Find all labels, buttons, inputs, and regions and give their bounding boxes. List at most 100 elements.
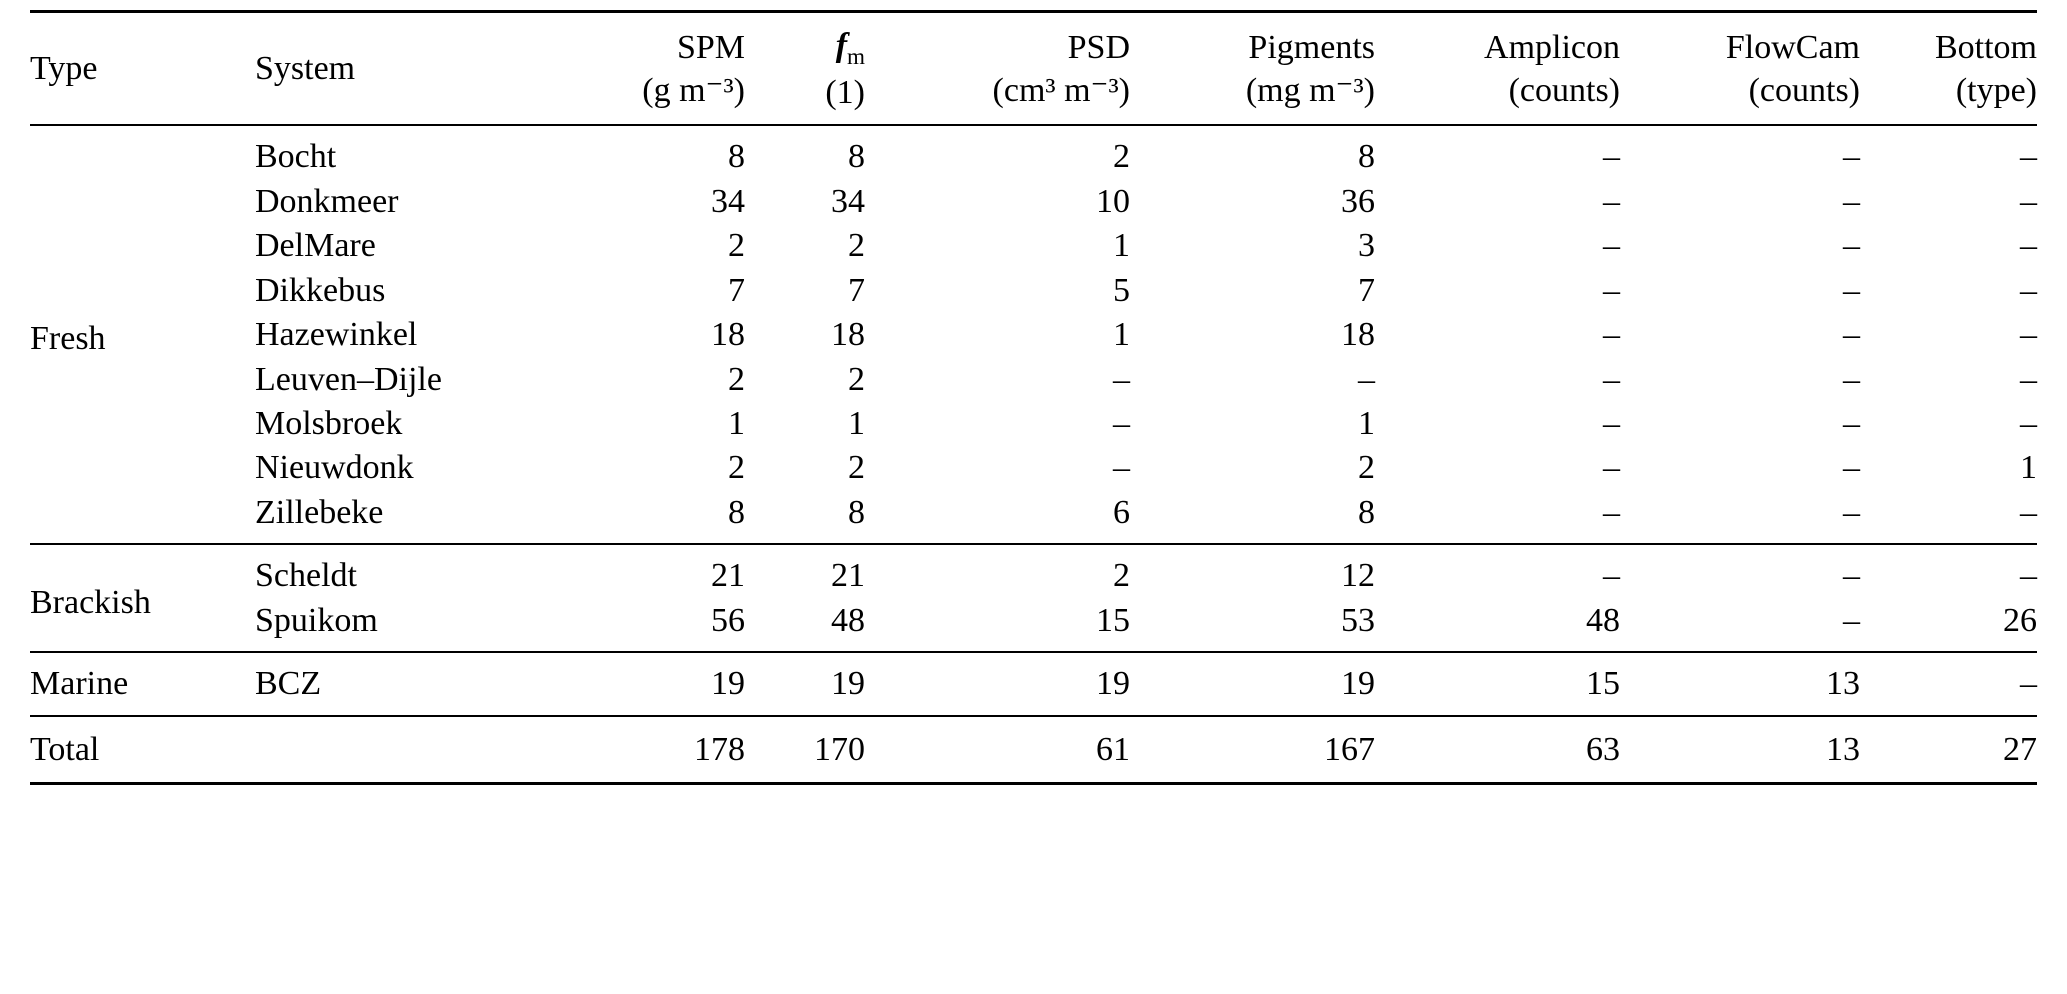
cell-spm: 34: [711, 182, 745, 220]
cell-amplicon: –: [1375, 543, 1620, 599]
column-unit-bottom: (type): [1955, 71, 2037, 109]
table-row: Hazewinkel 18 18 1 18 – – –: [30, 313, 2037, 357]
cell-flowcam: –: [1843, 182, 1860, 220]
cell-bottom: –: [2020, 271, 2037, 309]
cell-fm: 7: [848, 271, 865, 309]
column-title-flowcam: FlowCam: [1725, 29, 1860, 67]
cell-pigments: 1: [1358, 405, 1375, 443]
cell-pigments: 8: [1358, 138, 1375, 176]
header-row: Type System SPM (g m⁻³) fm (1) PSD (cm³ m⁻³) Pig…: [30, 12, 2037, 126]
cell-amplicon: –: [1603, 316, 1620, 354]
cell-spm: 18: [711, 316, 745, 354]
cell-pigments: 7: [1358, 271, 1375, 309]
cell-spm: 56: [711, 601, 745, 639]
cell-flowcam: –: [1843, 316, 1860, 354]
cell-pigments: 8: [1358, 493, 1375, 531]
total-cell-bottom: 27: [1860, 714, 2037, 784]
cell-fm: 48: [831, 601, 865, 639]
table-row: Fresh Bocht 8 8 2 8 – – –: [30, 125, 2037, 357]
cell-pigments: –: [1358, 360, 1375, 398]
cell-fm: 1: [848, 405, 865, 443]
group-label-marine: Marine: [30, 651, 255, 716]
cell-bottom: 1: [2020, 449, 2037, 487]
column-header-psd: PSD (cm³ m⁻³): [865, 12, 1130, 126]
total-cell-fm: 170: [745, 714, 865, 784]
column-header-bottom: Bottom (type): [1860, 12, 2037, 126]
cell-system: Dikkebus: [255, 271, 386, 309]
table-header: Type System SPM (g m⁻³) fm (1) PSD (cm³ m⁻³) Pig…: [30, 12, 2037, 126]
cell-amplicon: –: [1603, 182, 1620, 220]
column-unit-pigments: (mg m⁻³): [1245, 71, 1375, 109]
cell-bottom: –: [2020, 182, 2037, 220]
cell-spm: 21: [510, 543, 745, 599]
column-header-pigments: Pigments (mg m⁻³): [1130, 12, 1375, 126]
group-label-fresh: Fresh: [30, 320, 106, 358]
cell-fm: 21: [745, 543, 865, 599]
group-marine: Marine BCZ 19 19 19 19 15 13–: [30, 651, 2037, 716]
cell-bottom: –: [2020, 138, 2037, 176]
table-row: Molsbroek 1 1 – 1 – – –: [30, 402, 2037, 446]
column-title-spm: SPM: [676, 29, 745, 67]
cell-system: Donkmeer: [255, 182, 399, 220]
column-title-pigments: Pigments: [1248, 29, 1375, 67]
cell-flowcam: 13: [1620, 651, 1860, 716]
column-unit-psd: (cm³ m⁻³): [992, 71, 1130, 109]
cell-pigments: 3: [1358, 227, 1375, 265]
cell-amplicon: –: [1603, 360, 1620, 398]
cell-spm: 19: [510, 651, 745, 716]
table-row: Donkmeer 34 34 10 36 – – –: [30, 180, 2037, 224]
total-cell-psd: 61: [865, 714, 1130, 784]
column-unit-fm: (1): [825, 73, 865, 111]
table-row: Leuven–Dijle 2 2 – – – – –: [30, 358, 2037, 402]
cell-psd: 19: [865, 651, 1130, 716]
cell-flowcam: –: [1843, 271, 1860, 309]
cell-bottom: –: [2020, 227, 2037, 265]
column-header-system: System: [255, 50, 356, 88]
cell-system: Bocht: [255, 138, 337, 176]
cell-bottom: –: [2020, 493, 2037, 531]
column-header-spm: SPM (g m⁻³): [510, 12, 745, 126]
cell-fm: 2: [848, 360, 865, 398]
cell-pigments: 2: [1358, 449, 1375, 487]
total-cell-amplicon: 63: [1375, 714, 1620, 784]
cell-fm: 2: [848, 227, 865, 265]
cell-flowcam: –: [1620, 543, 1860, 599]
table-row: Marine BCZ 19 19 19 19 15 13–: [30, 651, 2037, 716]
cell-system: Spuikom: [255, 601, 378, 639]
cell-flowcam: –: [1843, 405, 1860, 443]
cell-system: BCZ: [255, 651, 510, 716]
table-row: Nieuwdonk 2 2 – 2 – – 1: [30, 446, 2037, 490]
table-container: Type System SPM (g m⁻³) fm (1) PSD (cm³ m⁻³) Pig…: [30, 10, 2037, 786]
cell-fm: 34: [831, 182, 865, 220]
cell-fm: 2: [848, 449, 865, 487]
cell-bottom: –: [1860, 543, 2037, 599]
cell-flowcam: –: [1843, 601, 1860, 639]
cell-amplicon: –: [1603, 493, 1620, 531]
total-section: Total 178 170 61 167 63 13 27: [30, 714, 2037, 784]
cell-bottom: –: [2020, 405, 2037, 443]
cell-psd: 15: [1096, 601, 1130, 639]
column-unit-amplicon: (counts): [1508, 71, 1620, 109]
cell-bottom: –: [1860, 651, 2037, 716]
cell-bottom: –: [2020, 316, 2037, 354]
total-row: Total 178 170 61 167 63 13 27: [30, 714, 2037, 784]
cell-spm: 7: [728, 271, 745, 309]
column-header-flowcam: FlowCam (counts): [1620, 12, 1860, 126]
column-title-amplicon: Amplicon: [1484, 29, 1620, 67]
cell-amplicon: –: [1603, 271, 1620, 309]
column-unit-flowcam: (counts): [1748, 71, 1860, 109]
cell-pigments: 19: [1130, 651, 1375, 716]
cell-system: Nieuwdonk: [255, 449, 414, 487]
column-title-bottom: Bottom: [1934, 29, 2037, 67]
table-row: DelMare 2 2 1 3 – – –: [30, 224, 2037, 268]
cell-bottom: 26: [2003, 601, 2037, 639]
group-label-brackish: Brackish: [30, 543, 255, 653]
cell-amplicon: –: [1603, 138, 1620, 176]
total-label: Total: [30, 714, 510, 784]
cell-psd: 1: [1113, 227, 1130, 265]
cell-psd: 2: [1113, 138, 1130, 176]
cell-psd: –: [1113, 449, 1130, 487]
cell-psd: 1: [1113, 316, 1130, 354]
column-header-fm: fm (1): [745, 12, 865, 126]
cell-system: Zillebeke: [255, 493, 384, 531]
